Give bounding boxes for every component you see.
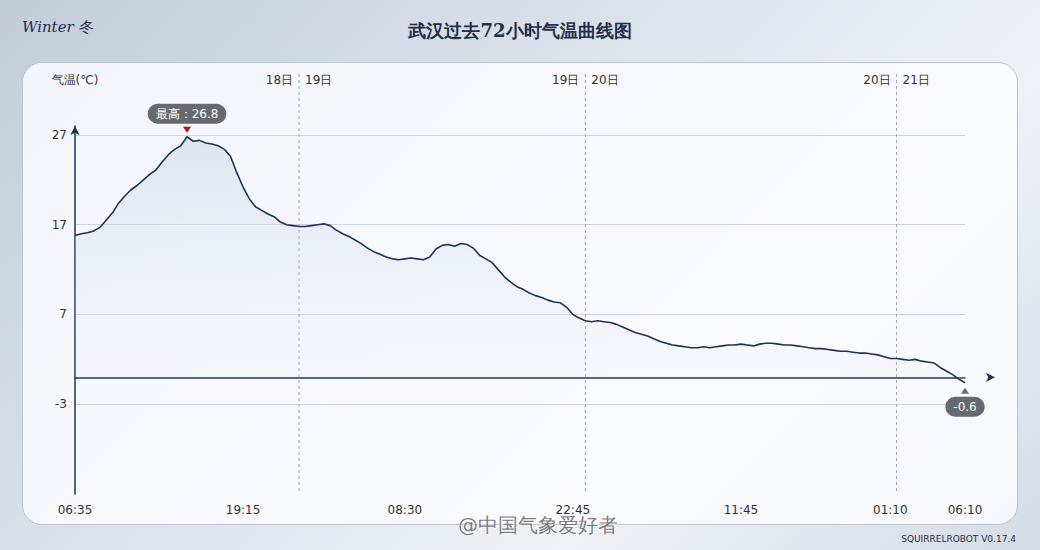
svg-text:18日: 18日	[266, 73, 293, 87]
svg-text:气温(℃): 气温(℃)	[52, 73, 99, 87]
svg-text:最高：26.8: 最高：26.8	[156, 107, 219, 121]
svg-text:SQUIRRELROBOT V0.17.4: SQUIRRELROBOT V0.17.4	[901, 534, 1016, 544]
svg-text:7: 7	[59, 307, 67, 321]
svg-text:-0.6: -0.6	[953, 400, 976, 414]
svg-text:19日: 19日	[552, 73, 579, 87]
svg-text:-3: -3	[55, 397, 67, 411]
svg-text:22:45: 22:45	[555, 503, 591, 517]
svg-text:21日: 21日	[903, 73, 930, 87]
svg-text:20日: 20日	[591, 73, 618, 87]
svg-text:19日: 19日	[305, 73, 332, 87]
svg-text:06:10: 06:10	[948, 503, 983, 517]
svg-text:19:15: 19:15	[226, 503, 261, 517]
svg-text:武汉过去72小时气温曲线图: 武汉过去72小时气温曲线图	[407, 20, 631, 41]
svg-text:17: 17	[52, 218, 67, 232]
svg-text:06:35: 06:35	[58, 503, 93, 517]
svg-text:Winter 冬: Winter 冬	[22, 18, 94, 36]
svg-text:11:45: 11:45	[724, 503, 759, 517]
svg-text:27: 27	[52, 128, 67, 142]
svg-text:01:10: 01:10	[873, 503, 908, 517]
svg-text:08:30: 08:30	[388, 503, 423, 517]
svg-text:@中国气象爱好者: @中国气象爱好者	[458, 513, 618, 537]
svg-text:20日: 20日	[863, 73, 890, 87]
